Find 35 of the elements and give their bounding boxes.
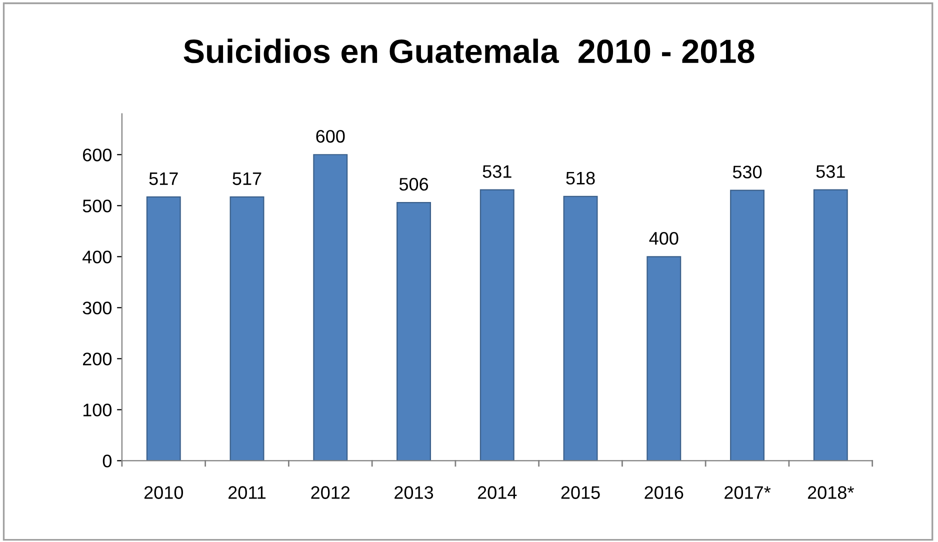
data-label: 530 bbox=[732, 166, 762, 178]
y-tick-label: 200 bbox=[83, 352, 112, 366]
x-tick-label: 2012 bbox=[311, 486, 350, 499]
x-tick-label: 2011 bbox=[228, 486, 266, 499]
data-label: 400 bbox=[649, 232, 678, 245]
data-label: 531 bbox=[482, 165, 512, 178]
x-tick-label: 2017* bbox=[724, 486, 771, 499]
y-tick-label: 500 bbox=[82, 200, 112, 212]
bar bbox=[313, 154, 348, 461]
bar bbox=[480, 189, 514, 461]
bar bbox=[813, 189, 848, 461]
bar bbox=[230, 196, 264, 461]
y-tick-label: 300 bbox=[82, 302, 112, 314]
x-tick-label: 2013 bbox=[394, 486, 434, 499]
x-tick-label: 2016 bbox=[644, 486, 684, 499]
data-label: 518 bbox=[566, 172, 595, 185]
bar bbox=[396, 202, 431, 461]
data-label: 531 bbox=[816, 165, 845, 178]
data-label: 600 bbox=[316, 130, 345, 143]
bar bbox=[563, 196, 598, 461]
x-tick-label: 2018* bbox=[808, 486, 854, 499]
data-label: 506 bbox=[399, 178, 428, 191]
y-tick-label: 0 bbox=[102, 454, 112, 468]
data-label: 517 bbox=[149, 172, 178, 186]
x-tick-label: 2010 bbox=[144, 486, 184, 499]
x-tick-label: 2015 bbox=[561, 486, 600, 499]
y-tick-label: 600 bbox=[83, 148, 112, 162]
y-tick-label: 100 bbox=[83, 404, 112, 416]
bar bbox=[146, 196, 181, 461]
y-tick-label: 400 bbox=[82, 250, 112, 264]
data-label: 517 bbox=[232, 172, 262, 186]
x-tick-label: 2014 bbox=[478, 486, 517, 499]
bar bbox=[646, 256, 682, 461]
chart-title: Suicidios en Guatemala 2010 - 2018 bbox=[184, 38, 754, 64]
bar bbox=[730, 190, 765, 461]
